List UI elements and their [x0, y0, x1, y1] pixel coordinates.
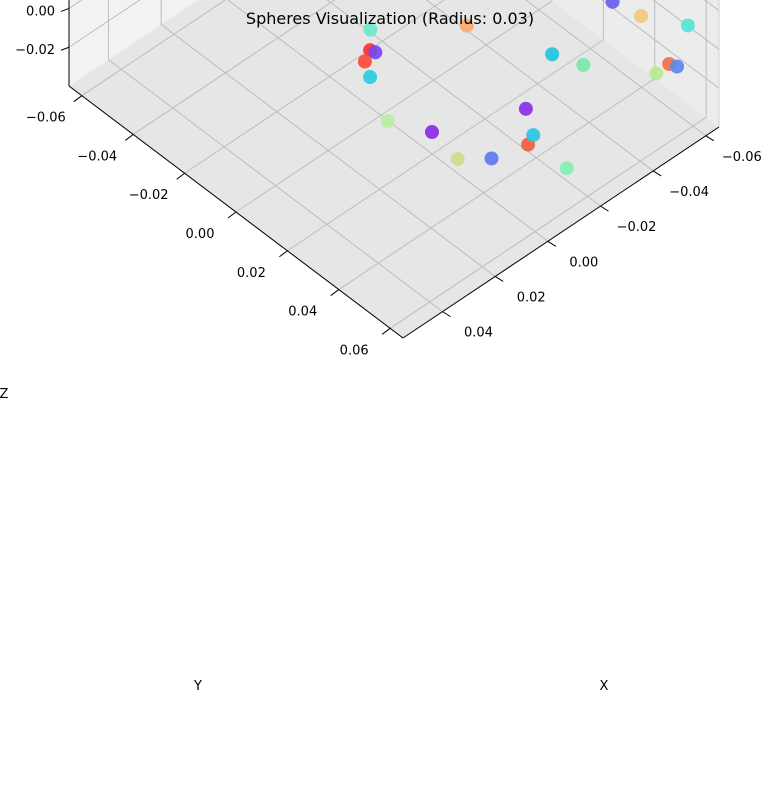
x-axis-label: X [600, 679, 609, 694]
y-tick-label: 0.02 [237, 266, 266, 281]
y-tick [381, 327, 391, 335]
y-tick-label: −0.02 [129, 188, 169, 203]
y-tick-label: 0.00 [186, 227, 215, 242]
y-tick [330, 289, 340, 296]
data-point [518, 101, 533, 116]
grid-y-floor [81, 0, 227, 97]
z-tick [60, 7, 70, 12]
x-tick [547, 240, 557, 247]
grid-y-floor [338, 78, 656, 290]
data-point [576, 58, 591, 73]
z-axis-label: Z [0, 387, 9, 402]
data-point [680, 18, 695, 33]
data-point [559, 161, 574, 176]
pane-floor [69, 0, 719, 338]
data-point [634, 9, 649, 24]
z-tick-label: 0.00 [26, 4, 55, 19]
grid-z-yz [601, 0, 720, 89]
y-tick [279, 250, 288, 258]
y-tick [227, 211, 237, 219]
data-points [357, 0, 695, 176]
x-tick-label: −0.04 [669, 185, 709, 200]
y-tick-label: −0.06 [26, 111, 66, 126]
data-point [357, 54, 372, 69]
grid-z-yz [652, 0, 720, 50]
x-axis-line [402, 126, 720, 339]
y-tick-label: 0.04 [288, 305, 317, 320]
chart-title: Spheres Visualization (Radius: 0.03) [246, 9, 534, 28]
x-tick [705, 135, 715, 142]
data-point [649, 66, 664, 81]
data-point [450, 152, 465, 167]
x-tick-label: 0.02 [517, 290, 546, 305]
data-point [380, 114, 395, 129]
data-point [526, 128, 541, 143]
y-tick [124, 134, 134, 141]
data-point [545, 47, 560, 62]
x-tick-label: 0.00 [569, 255, 598, 270]
grid-y-floor [287, 39, 604, 252]
x-tick [442, 311, 451, 318]
grid-lines [68, 0, 720, 329]
x-tick [600, 205, 609, 212]
y-tick-label: 0.06 [340, 343, 369, 358]
y-axis-label: Y [193, 679, 202, 694]
x-tick-label: −0.02 [617, 220, 657, 235]
axis-panes [69, 0, 719, 338]
data-point [459, 18, 474, 33]
data-point [424, 125, 439, 140]
x-tick [494, 276, 504, 282]
z-tick-label: −0.02 [15, 43, 55, 58]
z-tick [60, 46, 70, 51]
data-point [363, 22, 378, 37]
grid-y-floor [235, 0, 553, 213]
grid-y-floor [132, 0, 336, 135]
y-tick [73, 95, 83, 103]
grid-y-floor [184, 0, 445, 174]
data-point [670, 59, 685, 74]
data-point [605, 0, 620, 9]
x-tick [652, 170, 662, 177]
y-tick [176, 172, 185, 180]
x-tick-label: 0.04 [464, 326, 493, 341]
tick-marks: −0.06 −0.04 −0.02 0.00 0.02 0.04 −0.06 −0.04 −0.… [15, 4, 762, 358]
y-tick-label: −0.04 [77, 149, 117, 164]
data-point [363, 70, 378, 85]
x-tick-label: −0.06 [722, 150, 762, 165]
grid-y-floor [389, 116, 707, 329]
data-point [368, 45, 383, 60]
grid-z-xz [68, 0, 141, 48]
data-point [484, 151, 499, 166]
